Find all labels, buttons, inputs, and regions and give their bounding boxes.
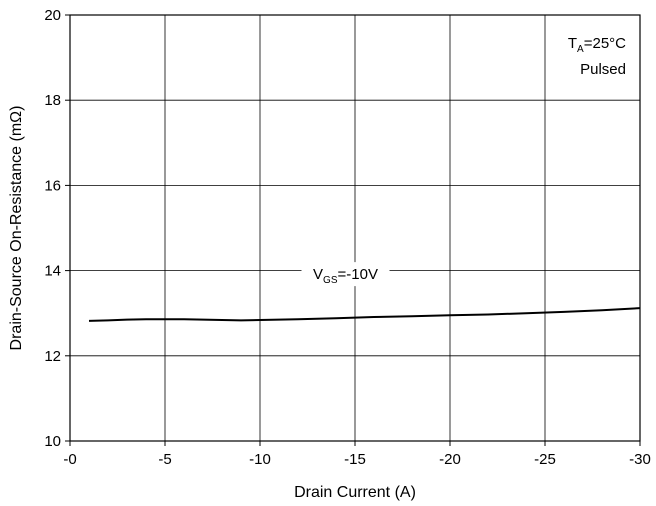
x-tick-label: -0 (63, 451, 76, 468)
y-tick-label: 14 (44, 263, 61, 280)
grid (69, 14, 641, 442)
y-tick-label: 16 (44, 177, 61, 194)
series-group (88, 307, 641, 322)
x-tick-label: -15 (344, 451, 366, 468)
y-tick-label: 20 (44, 7, 61, 24)
y-tick-label: 10 (44, 433, 61, 450)
condition-temp-symbol: T (568, 35, 577, 52)
condition-annotation: TA=25°C Pulsed (568, 35, 626, 78)
curve-label-symbol: V (313, 266, 323, 283)
condition-pulsed: Pulsed (580, 61, 626, 78)
y-tick-label: 18 (44, 92, 61, 109)
x-tick-label: -10 (249, 451, 271, 468)
x-tick-label: -20 (439, 451, 461, 468)
svg-text:TA=25°C: TA=25°C (568, 35, 626, 55)
curve-label-background (301, 262, 390, 287)
condition-temp-value: =25°C (584, 35, 626, 52)
y-axis-ticks: 10 12 14 16 18 20 (44, 7, 70, 450)
curve-label-subscript: GS (323, 275, 338, 286)
y-axis-label: Drain-Source On-Resistance (mΩ) (8, 106, 25, 351)
x-axis-ticks: -0 -5 -10 -15 -20 -25 -30 (63, 441, 651, 468)
x-axis-label: Drain Current (A) (294, 484, 416, 501)
curve-label: VGS=-10V (301, 262, 390, 287)
y-tick-label: 12 (44, 348, 61, 365)
x-tick-label: -25 (534, 451, 556, 468)
svg-text:VGS=-10V: VGS=-10V (313, 266, 378, 286)
condition-temp-subscript: A (577, 44, 584, 55)
x-tick-label: -30 (629, 451, 651, 468)
curve-label-value: =-10V (338, 266, 378, 283)
series-line (88, 307, 641, 322)
x-tick-label: -5 (158, 451, 171, 468)
